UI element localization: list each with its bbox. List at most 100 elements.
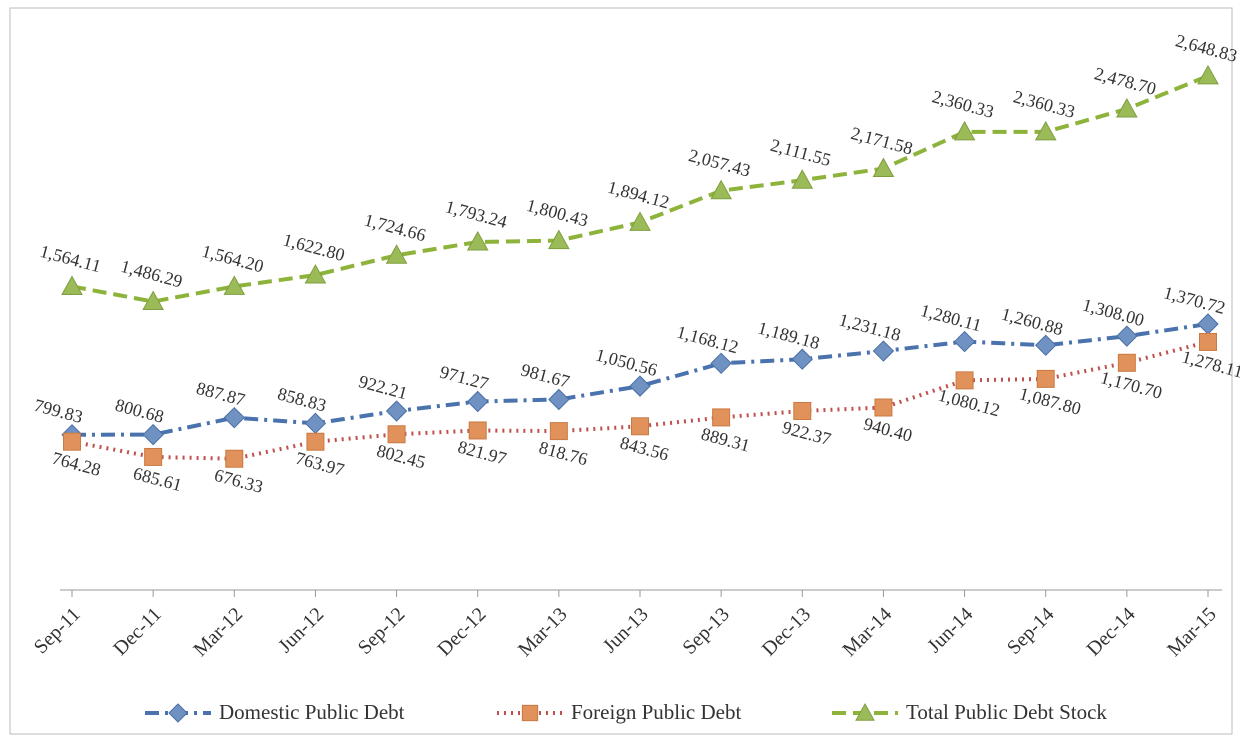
data-label: 1,800.43 bbox=[524, 195, 590, 231]
marker bbox=[1034, 120, 1057, 141]
x-tick-label: Sep-14 bbox=[1003, 603, 1059, 659]
data-label: 922.21 bbox=[357, 371, 410, 403]
legend-label: Total Public Debt Stock bbox=[906, 700, 1107, 724]
x-tick-label: Sep-11 bbox=[30, 603, 85, 658]
marker bbox=[142, 290, 164, 311]
data-label: 971.27 bbox=[438, 362, 491, 394]
x-tick-label: Mar-12 bbox=[189, 603, 247, 661]
data-label: 818.76 bbox=[537, 437, 590, 469]
data-label: 889.31 bbox=[699, 424, 752, 456]
data-label: 887.87 bbox=[194, 378, 247, 410]
marker bbox=[791, 348, 813, 370]
data-label: 2,057.43 bbox=[687, 145, 753, 181]
x-tick-label: Mar-13 bbox=[514, 603, 572, 661]
marker bbox=[548, 388, 570, 411]
chart-frame bbox=[9, 7, 1233, 735]
marker bbox=[1117, 353, 1136, 372]
marker bbox=[225, 449, 244, 468]
x-tick-label: Dec-11 bbox=[109, 603, 166, 660]
data-label: 802.45 bbox=[375, 440, 428, 472]
data-label: 1,370.72 bbox=[1161, 282, 1227, 318]
data-label: 1,793.24 bbox=[443, 196, 509, 232]
data-label: 2,171.58 bbox=[849, 123, 915, 159]
data-label: 1,486.29 bbox=[119, 256, 185, 292]
marker bbox=[874, 398, 893, 417]
legend-label: Domestic Public Debt bbox=[219, 700, 405, 724]
data-label: 800.68 bbox=[113, 395, 166, 427]
data-label: 763.97 bbox=[293, 448, 346, 480]
marker bbox=[521, 704, 539, 722]
marker bbox=[1036, 369, 1055, 388]
marker bbox=[63, 432, 81, 451]
data-label: 858.83 bbox=[275, 383, 328, 415]
x-tick-label: Jun-14 bbox=[923, 603, 977, 657]
marker bbox=[548, 229, 570, 250]
marker bbox=[144, 447, 163, 466]
data-label: 799.83 bbox=[32, 395, 85, 427]
data-label: 1,087.80 bbox=[1017, 383, 1083, 419]
data-label: 940.40 bbox=[861, 414, 914, 446]
data-label: 1,168.12 bbox=[675, 322, 741, 358]
data-label: 1,278.11 bbox=[1180, 346, 1240, 381]
data-label: 1,050.56 bbox=[593, 344, 659, 380]
data-label: 843.56 bbox=[618, 432, 671, 464]
data-label: 2,360.33 bbox=[930, 86, 996, 122]
data-label: 1,622.80 bbox=[281, 229, 347, 265]
data-label: 764.28 bbox=[50, 448, 103, 480]
x-tick-label: Mar-14 bbox=[839, 603, 897, 661]
marker bbox=[306, 432, 325, 451]
marker bbox=[142, 423, 164, 446]
data-label: 1,231.18 bbox=[837, 309, 903, 345]
marker bbox=[168, 703, 188, 723]
marker bbox=[385, 400, 408, 422]
data-label: 1,260.88 bbox=[999, 304, 1065, 340]
data-label: 821.97 bbox=[456, 437, 509, 469]
marker bbox=[710, 352, 732, 375]
marker bbox=[1197, 313, 1219, 335]
data-label: 1,564.20 bbox=[200, 241, 266, 277]
marker bbox=[953, 120, 976, 141]
marker bbox=[1199, 332, 1217, 351]
marker bbox=[549, 422, 568, 441]
marker bbox=[629, 211, 651, 231]
marker bbox=[304, 412, 327, 435]
x-tick-label: Sep-12 bbox=[354, 603, 410, 659]
legend-label: Foreign Public Debt bbox=[571, 700, 741, 724]
x-tick-label: Jun-13 bbox=[599, 603, 653, 657]
marker bbox=[872, 340, 895, 362]
marker bbox=[955, 371, 974, 390]
marker bbox=[631, 417, 649, 436]
data-label: 1,308.00 bbox=[1080, 295, 1146, 331]
marker bbox=[223, 275, 246, 295]
data-label: 981.67 bbox=[519, 360, 572, 392]
data-label: 2,478.70 bbox=[1092, 63, 1158, 99]
data-label: 2,360.33 bbox=[1011, 86, 1077, 122]
marker bbox=[1197, 64, 1219, 85]
marker bbox=[1116, 97, 1138, 118]
marker bbox=[629, 375, 651, 397]
data-label: 1,894.12 bbox=[605, 177, 671, 213]
marker bbox=[466, 230, 489, 251]
x-tick-label: Jun-12 bbox=[274, 603, 328, 657]
x-tick-label: Dec-13 bbox=[758, 603, 815, 660]
data-label: 685.61 bbox=[131, 463, 184, 495]
data-label: 2,111.55 bbox=[768, 135, 833, 170]
marker bbox=[855, 702, 875, 721]
x-tick-label: Dec-14 bbox=[1082, 603, 1139, 660]
data-label: 1,280.11 bbox=[918, 300, 983, 335]
marker bbox=[872, 157, 895, 178]
marker bbox=[791, 169, 814, 189]
marker bbox=[304, 264, 327, 284]
data-label: 2,648.83 bbox=[1173, 30, 1239, 66]
data-label: 1,564.11 bbox=[38, 241, 103, 276]
marker bbox=[61, 275, 83, 295]
marker bbox=[712, 408, 731, 427]
marker bbox=[953, 330, 976, 353]
data-label: 1,170.70 bbox=[1098, 367, 1164, 403]
data-label: 1,189.18 bbox=[756, 318, 822, 354]
data-label: 922.37 bbox=[780, 417, 833, 449]
marker bbox=[385, 244, 408, 264]
marker bbox=[387, 425, 406, 444]
